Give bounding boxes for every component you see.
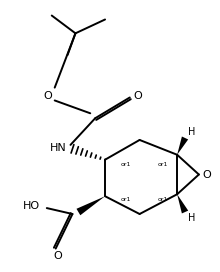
Polygon shape bbox=[77, 196, 105, 215]
Text: H: H bbox=[188, 213, 196, 223]
Text: H: H bbox=[188, 127, 196, 137]
Text: or1: or1 bbox=[121, 197, 131, 202]
Text: O: O bbox=[202, 169, 211, 180]
Text: HN: HN bbox=[50, 143, 67, 153]
Polygon shape bbox=[177, 137, 188, 155]
Text: O: O bbox=[133, 91, 142, 101]
Text: O: O bbox=[53, 251, 62, 261]
Text: or1: or1 bbox=[157, 197, 167, 202]
Polygon shape bbox=[177, 194, 188, 214]
Text: O: O bbox=[43, 91, 52, 101]
Text: or1: or1 bbox=[121, 162, 131, 167]
Text: HO: HO bbox=[22, 201, 40, 211]
Text: or1: or1 bbox=[157, 162, 167, 167]
